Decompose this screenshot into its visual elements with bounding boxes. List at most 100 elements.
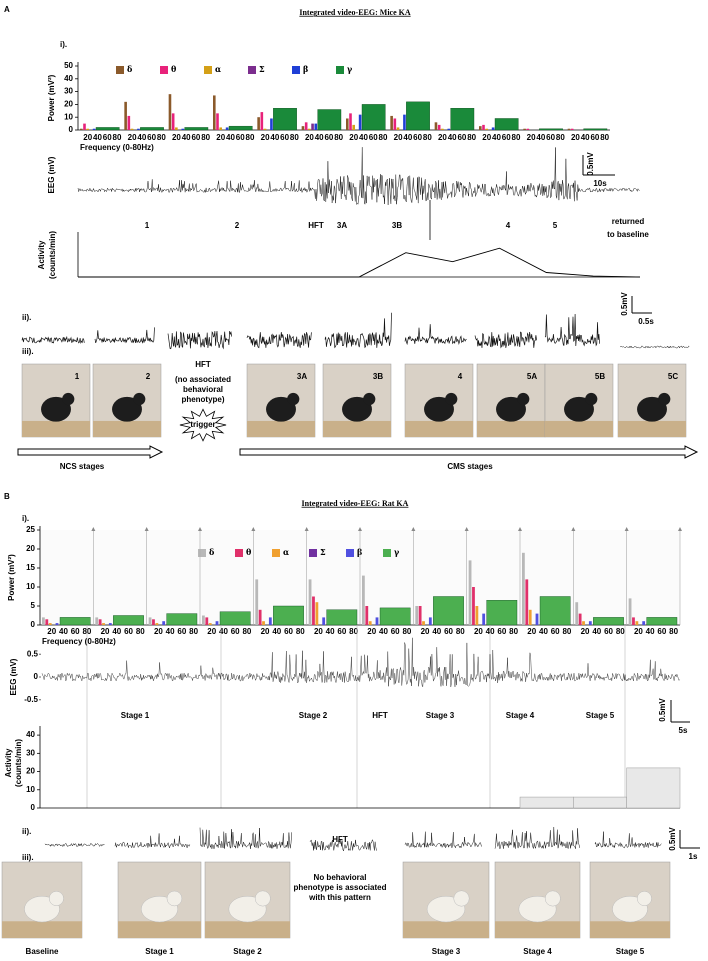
photo-floor — [405, 420, 473, 437]
y-tick-label: 25 — [26, 525, 35, 534]
freq-tick-label: 80 — [379, 133, 388, 142]
freq-tick-label: 20 — [154, 627, 163, 636]
power-bar — [124, 101, 127, 130]
window-arrow — [251, 527, 256, 531]
power-bar — [368, 621, 372, 625]
legend-swatch — [160, 66, 168, 74]
power-bar — [434, 122, 438, 130]
freq-tick-label: 80 — [509, 627, 518, 636]
freq-tick-label: 40 — [137, 133, 146, 142]
power-bar — [390, 115, 393, 130]
freq-tick-label: 80 — [157, 133, 166, 142]
photo-caption: Stage 5 — [616, 947, 645, 956]
power-bar — [162, 621, 166, 625]
freq-tick-label: 80 — [562, 627, 571, 636]
legend-swatch — [292, 66, 300, 74]
power-bar — [80, 128, 83, 130]
snippet-trace — [21, 335, 85, 345]
power-bar — [42, 617, 45, 625]
y-tick-label: 20 — [64, 100, 73, 109]
freq-tick-label: 60 — [444, 627, 453, 636]
power-bar — [168, 94, 172, 130]
photo-caption: Stage 1 — [145, 947, 174, 956]
power-bar — [312, 596, 315, 625]
freq-tick-label: 20 — [172, 133, 181, 142]
power-bar — [361, 104, 386, 131]
legend-label: δ — [127, 64, 133, 74]
power-bar — [152, 619, 155, 625]
animal-head — [363, 392, 376, 406]
freq-tick-label: 60 — [236, 133, 245, 142]
snippet-trace — [309, 838, 377, 852]
y-tick-label: 10 — [26, 785, 35, 794]
power-bar — [317, 109, 342, 131]
legend-label: θ — [171, 64, 177, 74]
power-bar — [301, 126, 305, 130]
freq-tick-label: 40 — [432, 627, 441, 636]
freq-tick-label: 20 — [394, 133, 403, 142]
cms-arrow — [239, 445, 699, 459]
animal-head — [62, 392, 75, 406]
window-arrow — [198, 527, 202, 531]
legend-label: θ — [246, 547, 252, 557]
power-bar — [522, 552, 525, 625]
stage-label: 4 — [506, 221, 511, 230]
power-bar — [98, 619, 102, 625]
scale-label: 5s — [679, 726, 688, 735]
freq-tick-label: 60 — [124, 627, 133, 636]
window-arrow — [571, 527, 576, 531]
part-label: iii). — [22, 347, 34, 356]
scale-label: 0.5mV — [668, 827, 677, 851]
power-bar — [255, 579, 259, 625]
hft-note: phenotype) — [181, 395, 224, 404]
freq-tick-label: 60 — [590, 133, 599, 142]
power-bar — [166, 613, 198, 626]
scale-label: 1s — [689, 852, 698, 861]
freq-tick-label: 60 — [147, 133, 156, 142]
power-bar — [202, 615, 205, 625]
y-axis-label: Power (mV²) — [7, 554, 16, 601]
power-bar — [314, 123, 318, 130]
window-arrow — [624, 527, 629, 531]
x-axis-label: Frequency (0-80Hz) — [42, 637, 116, 646]
photo-floor — [403, 921, 489, 938]
animal-head — [166, 890, 183, 907]
eeg-label: EEG (mV) — [9, 658, 18, 695]
power-bar — [346, 118, 349, 130]
y-tick-label: 10 — [26, 582, 35, 591]
scale-label: 0.5mV — [620, 292, 629, 316]
baseline-note: to baseline — [607, 230, 649, 239]
scale-label: 0.5s — [638, 317, 654, 326]
part-label: i). — [60, 40, 67, 49]
power-bar — [263, 128, 267, 130]
photo-floor — [477, 420, 545, 437]
stage-group-label: NCS stages — [60, 462, 105, 471]
animal-head — [254, 890, 271, 907]
part-label: ii). — [22, 313, 31, 322]
power-bar — [273, 108, 297, 131]
power-bar — [526, 128, 530, 130]
freq-tick-label: 80 — [616, 627, 625, 636]
freq-tick-label: 40 — [112, 627, 121, 636]
power-bar — [523, 128, 526, 130]
legend-label: α — [215, 64, 221, 74]
freq-tick-label: 60 — [71, 627, 80, 636]
photo-floor — [22, 420, 90, 437]
freq-tick-label: 40 — [592, 627, 601, 636]
freq-tick-label: 20 — [634, 627, 643, 636]
eeg-trace — [41, 637, 680, 688]
power-bar — [482, 124, 485, 130]
scale-label: 0.5mV — [586, 152, 595, 176]
freq-tick-label: 40 — [403, 133, 412, 142]
freq-tick-label: 40 — [226, 133, 235, 142]
freq-tick-label: 80 — [402, 627, 411, 636]
freq-tick-label: 60 — [497, 627, 506, 636]
window-arrow — [91, 527, 96, 531]
y-tick-label: 0 — [31, 803, 36, 812]
hft-note: behavioral — [183, 385, 223, 394]
window-arrow — [678, 527, 682, 531]
power-bar — [171, 113, 175, 130]
part-label: i). — [22, 514, 29, 523]
power-bar — [486, 600, 518, 626]
animal-head — [48, 891, 64, 906]
